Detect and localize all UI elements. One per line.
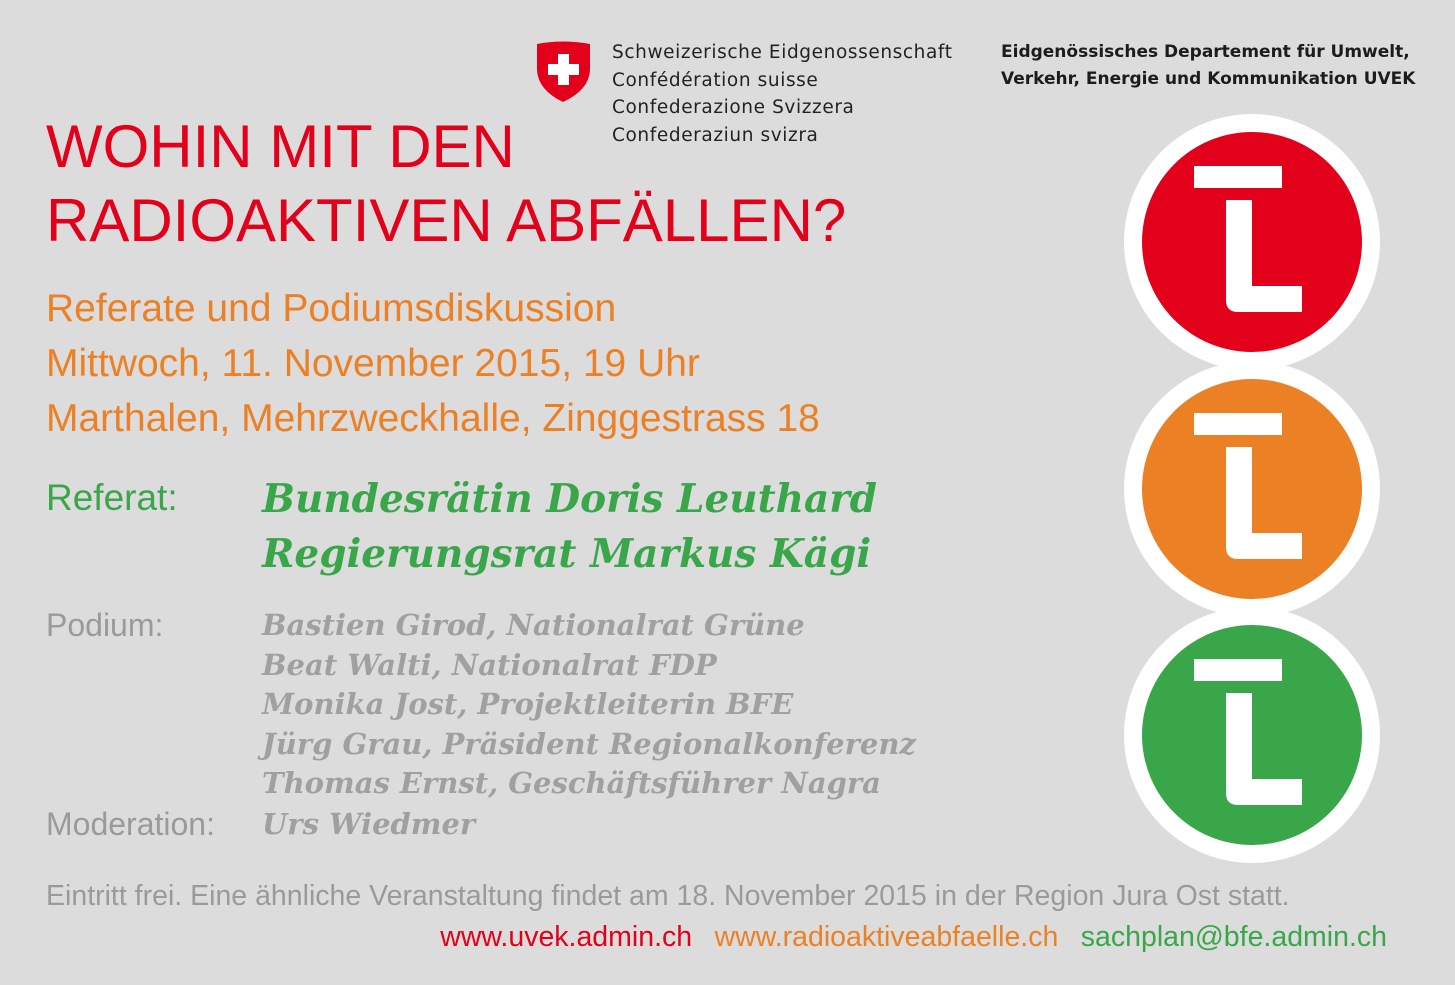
red-repository-icon [1124, 114, 1380, 370]
title-line: WOHIN MIT DEN [46, 113, 515, 180]
event-date: Mittwoch, 11. November 2015, 19 Uhr [46, 342, 700, 385]
podium-members: Bastien Girod, Nationalrat Grüne Beat Wa… [262, 606, 916, 804]
swiss-coat-of-arms-icon [537, 41, 590, 102]
podium-member: Bastien Girod, Nationalrat Grüne [262, 608, 805, 642]
event-type: Referate und Podiumsdiskussion [46, 287, 617, 330]
page-title: WOHIN MIT DEN RADIOAKTIVEN ABFÄLLEN? [46, 110, 846, 258]
footer-links: www.uvek.admin.ch www.radioaktiveabfaell… [440, 921, 1387, 954]
sachplan-email-link[interactable]: sachplan@bfe.admin.ch [1080, 921, 1387, 953]
department-line: Verkehr, Energie und Kommunikation UVEK [1001, 69, 1416, 89]
federation-line-fr: Confédération suisse [612, 69, 819, 91]
moderator-name: Urs Wiedmer [262, 807, 476, 841]
orange-repository-icon [1124, 361, 1380, 617]
podium-label: Podium: [46, 607, 164, 643]
green-repository-icon [1124, 607, 1380, 863]
radioaktiveabfaelle-link[interactable]: www.radioaktiveabfaelle.ch [714, 921, 1059, 953]
footer-note: Eintritt frei. Eine ähnliche Veranstaltu… [46, 880, 1290, 912]
moderation-label: Moderation: [46, 806, 215, 842]
federation-name: Schweizerische Eidgenossenschaft Confédé… [612, 39, 953, 149]
department-line: Eidgenössisches Departement für Umwelt, [1001, 42, 1410, 62]
federation-line-de: Schweizerische Eidgenossenschaft [612, 42, 953, 63]
podium-member: Monika Jost, Projektleiterin BFE [262, 687, 794, 721]
podium-member: Thomas Ernst, Geschäftsführer Nagra [262, 766, 881, 800]
federation-line-it: Confederazione Svizzera [612, 97, 855, 118]
podium-member: Beat Walti, Nationalrat FDP [262, 647, 717, 682]
referat-speakers: Bundesrätin Doris Leuthard Regierungsrat… [262, 472, 877, 582]
referat-label: Referat: [46, 477, 178, 518]
speaker: Bundesrätin Doris Leuthard [262, 476, 878, 522]
event-details: Referate und Podiumsdiskussion Mittwoch,… [46, 281, 820, 446]
federation-line-rm: Confederaziun svizra [612, 124, 819, 146]
event-location: Marthalen, Mehrzweckhalle, Zinggestrass … [46, 397, 820, 440]
department-name: Eidgenössisches Departement für Umwelt, … [1001, 39, 1415, 93]
podium-member: Jürg Grau, Präsident Regionalkonferenz [262, 726, 916, 761]
title-line: RADIOAKTIVEN ABFÄLLEN? [46, 187, 847, 254]
speaker: Regierungsrat Markus Kägi [262, 531, 872, 577]
uvek-link[interactable]: www.uvek.admin.ch [440, 921, 693, 953]
